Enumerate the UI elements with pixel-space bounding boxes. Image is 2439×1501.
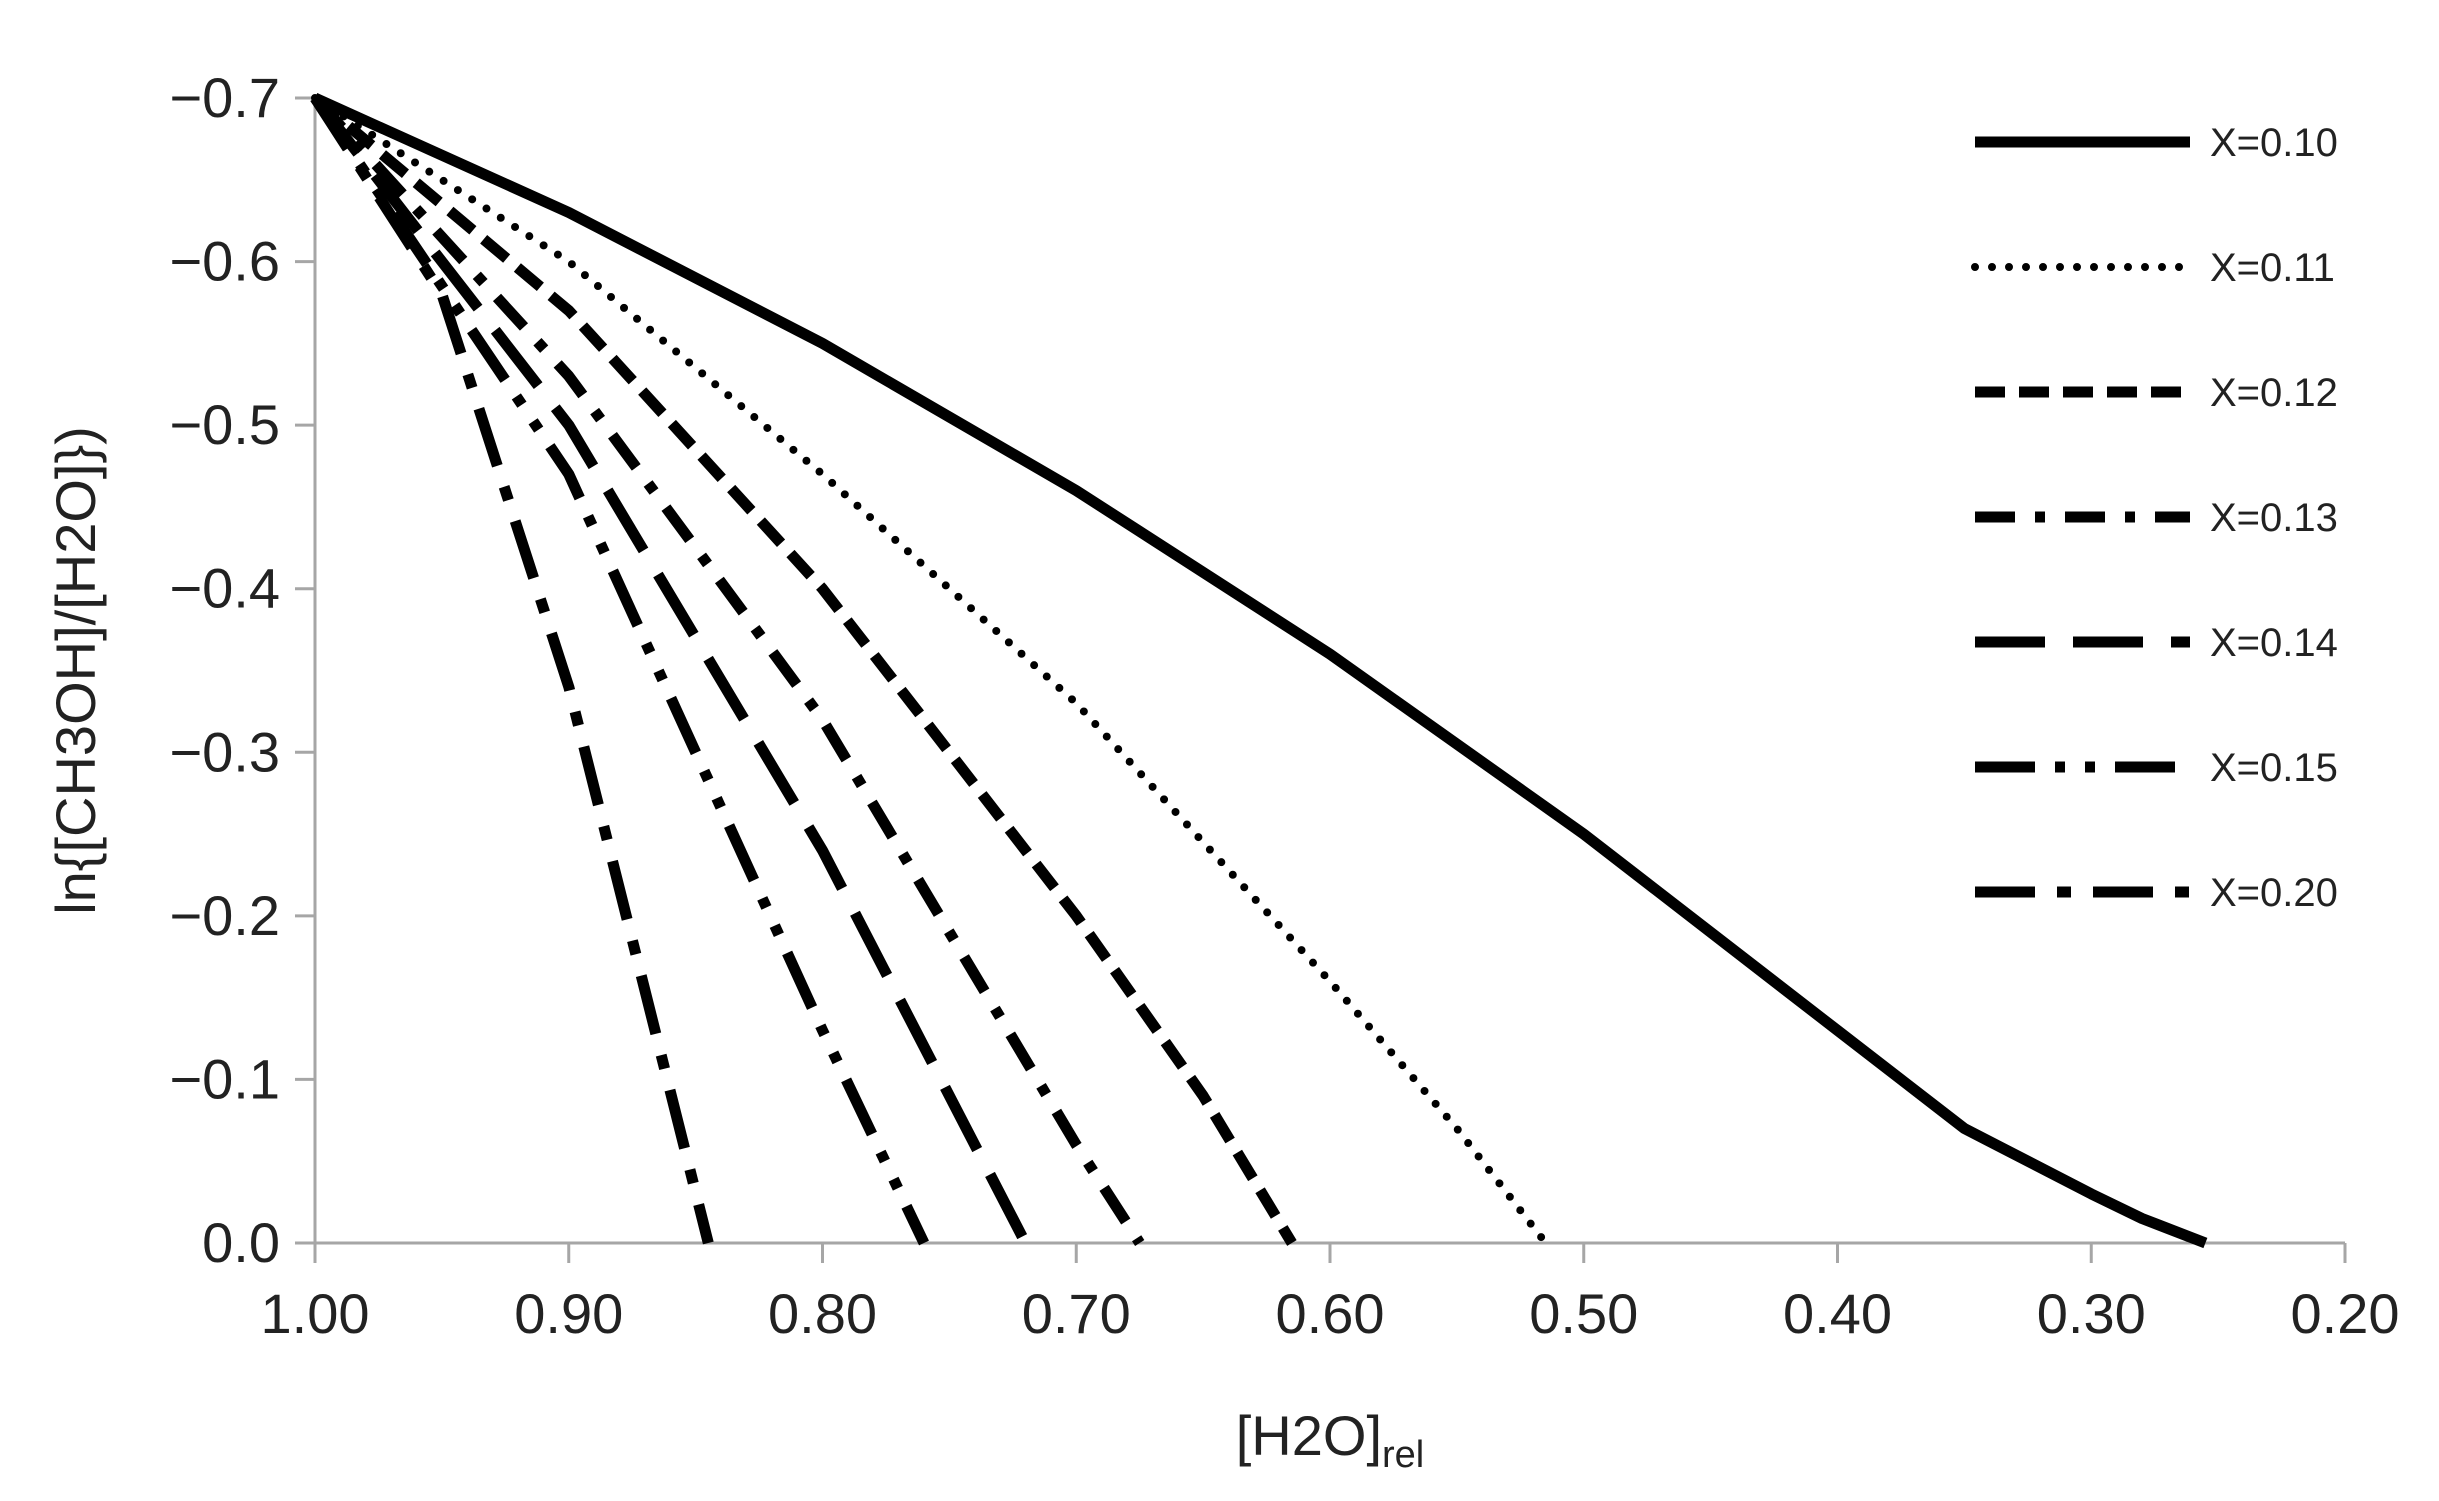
series-line-x-0-11 [311, 94, 1550, 1247]
series-line-x-0-12 [311, 93, 1297, 1246]
y-tick-label: 0.0 [202, 1211, 280, 1274]
legend-label: X=0.15 [2210, 746, 2338, 790]
x-tick-label: 0.90 [514, 1282, 623, 1345]
x-tick-label: 0.60 [1276, 1282, 1385, 1345]
legend-label: X=0.20 [2210, 871, 2338, 915]
y-axis-title: ln{[CH3OH]/[H2O]}) [44, 426, 107, 915]
y-tick-label: −0.6 [169, 230, 280, 293]
axes: 1.00 0.90 0.80 0.70 0.60 0.50 0.40 0.30 0.20 −0.7… [169, 66, 2399, 1345]
x-tick-label: 0.20 [2291, 1282, 2400, 1345]
x-tick-label: 0.40 [1783, 1282, 1892, 1345]
series-line-x-0-15 [310, 94, 929, 1246]
legend-label: X=0.14 [2210, 621, 2338, 665]
x-tick-label: 0.70 [1022, 1282, 1131, 1345]
y-tick-label: −0.7 [169, 66, 280, 129]
x-tick-label: 0.50 [1529, 1282, 1638, 1345]
axis-titles: [H2O]rel ln{[CH3OH]/[H2O]}) [44, 426, 1424, 1476]
legend-label: X=0.11 [2210, 246, 2335, 290]
legend-label: X=0.13 [2210, 496, 2338, 540]
x-tick-label: 0.80 [768, 1282, 877, 1345]
legend-label: X=0.12 [2210, 371, 2338, 415]
series-line-x-0-20 [310, 95, 714, 1245]
x-axis-title-main: [H2O] [1236, 1404, 1382, 1467]
y-tick-label: −0.2 [169, 884, 280, 947]
x-tick-label: 1.00 [261, 1282, 370, 1345]
y-tick-label: −0.1 [169, 1047, 280, 1110]
y-tick-label: −0.5 [169, 393, 280, 456]
legend-label: X=0.10 [2210, 121, 2338, 165]
series-group [310, 92, 2208, 1249]
x-axis-title-subscript: rel [1382, 1434, 1424, 1476]
series-line-x-0-10 [312, 92, 2208, 1249]
x-axis-title: [H2O]rel [1236, 1404, 1425, 1476]
series-line-x-0-13 [310, 94, 1145, 1246]
y-tick-label: −0.4 [169, 557, 280, 620]
x-tick-label: 0.30 [2037, 1282, 2146, 1345]
legend: X=0.10 X=0.11 X=0.12 X=0.13 X=0.14 X=0.15 X=0.… [1971, 121, 2338, 915]
y-tick-label: −0.3 [169, 720, 280, 783]
series-line-x-0-14 [310, 94, 1031, 1246]
